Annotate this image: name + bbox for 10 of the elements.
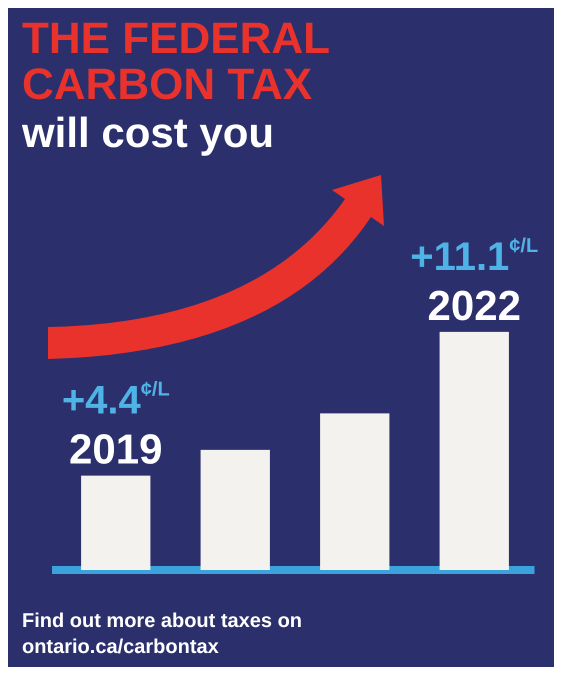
chart-subtitle: will cost you — [22, 108, 276, 158]
x-tick-label: 2022 — [428, 282, 521, 329]
x-tick-label: 2019 — [69, 426, 162, 473]
bar — [81, 476, 150, 570]
chart-title: THE FEDERAL CARBON TAX — [22, 14, 330, 109]
bar — [440, 332, 509, 570]
bar — [200, 450, 270, 570]
text: ontario.ca/carbontax — [22, 635, 220, 660]
bar — [320, 413, 390, 570]
text: Find out more about taxes on — [22, 609, 302, 634]
